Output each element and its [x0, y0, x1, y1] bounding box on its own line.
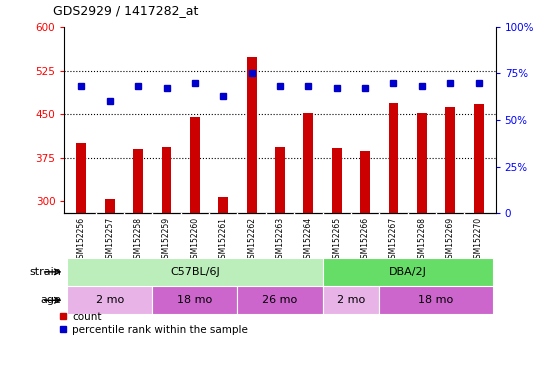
Text: GSM152268: GSM152268 [417, 217, 426, 263]
Bar [237, 286, 323, 314]
Text: GDS2929 / 1417282_at: GDS2929 / 1417282_at [53, 4, 199, 17]
Bar [332, 148, 342, 213]
Bar [379, 286, 493, 314]
Legend: count, percentile rank within the sample: count, percentile rank within the sample [58, 312, 248, 335]
Bar [105, 199, 115, 213]
Text: GSM152257: GSM152257 [105, 217, 114, 263]
Text: GSM152260: GSM152260 [190, 217, 199, 263]
Text: strain: strain [30, 267, 62, 277]
Text: 2 mo: 2 mo [337, 295, 365, 305]
Bar [417, 113, 427, 213]
Text: GSM152263: GSM152263 [276, 217, 284, 263]
Bar [275, 147, 285, 213]
Text: 26 mo: 26 mo [263, 295, 297, 305]
Text: GSM152265: GSM152265 [332, 217, 341, 263]
Bar [323, 286, 379, 314]
Text: GSM152264: GSM152264 [304, 217, 313, 263]
Bar [67, 286, 152, 314]
Bar [152, 286, 237, 314]
Bar [474, 104, 483, 213]
Bar [246, 57, 256, 213]
Text: C57BL/6J: C57BL/6J [170, 267, 220, 277]
Text: DBA/2J: DBA/2J [389, 267, 427, 277]
Text: GSM152262: GSM152262 [247, 217, 256, 263]
Bar [360, 151, 370, 213]
Bar [67, 258, 323, 286]
Bar [190, 117, 200, 213]
Bar [162, 147, 171, 213]
Text: 2 mo: 2 mo [96, 295, 124, 305]
Text: GSM152266: GSM152266 [361, 217, 370, 263]
Text: GSM152258: GSM152258 [134, 217, 143, 263]
Bar [133, 149, 143, 213]
Bar [218, 197, 228, 213]
Text: GSM152269: GSM152269 [446, 217, 455, 263]
Text: GSM152261: GSM152261 [219, 217, 228, 263]
Bar [77, 143, 86, 213]
Text: age: age [41, 295, 62, 305]
Bar [389, 103, 398, 213]
Bar [445, 107, 455, 213]
Bar [304, 113, 314, 213]
Bar [323, 258, 493, 286]
Text: 18 mo: 18 mo [418, 295, 454, 305]
Text: GSM152270: GSM152270 [474, 217, 483, 263]
Text: GSM152256: GSM152256 [77, 217, 86, 263]
Text: GSM152267: GSM152267 [389, 217, 398, 263]
Text: 18 mo: 18 mo [178, 295, 212, 305]
Text: GSM152259: GSM152259 [162, 217, 171, 263]
